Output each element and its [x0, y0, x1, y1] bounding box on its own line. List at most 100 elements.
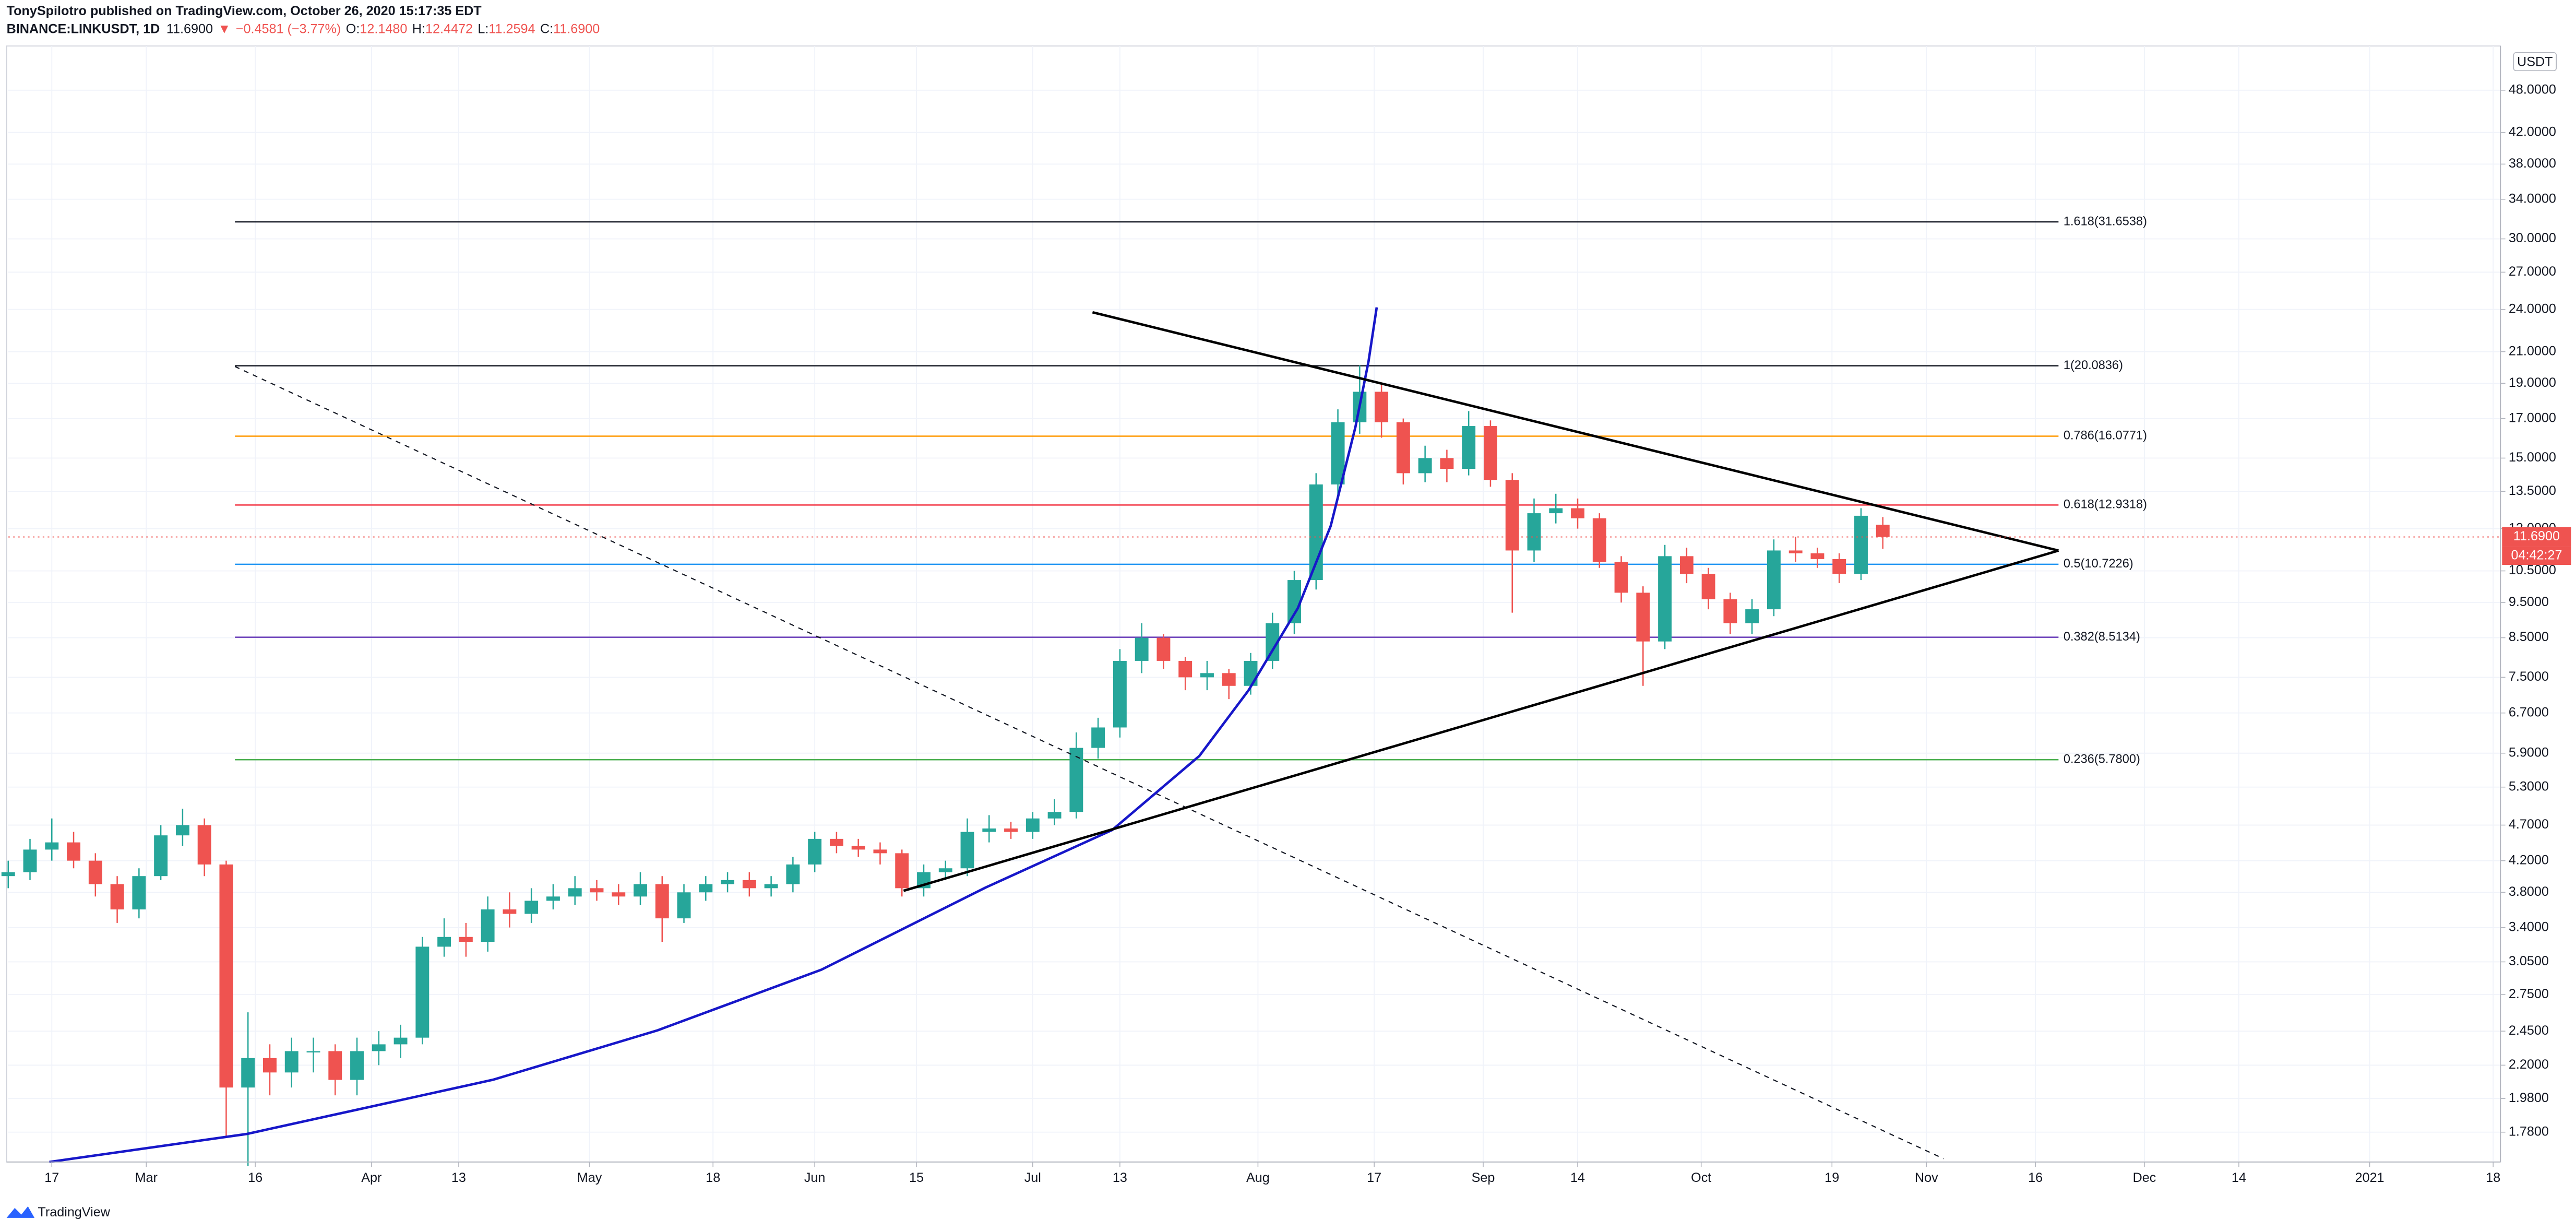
grid: [8, 46, 2501, 1162]
fib-label: 0.236(5.7800): [2064, 752, 2140, 766]
candle-body: [110, 884, 124, 910]
candle-body: [1440, 458, 1454, 469]
candle-body: [45, 842, 59, 850]
y-tick-label: 48.0000: [2509, 82, 2556, 97]
candle-body: [612, 892, 626, 897]
candle-body: [1200, 673, 1214, 678]
candle-body: [546, 896, 560, 901]
candle-body: [1418, 458, 1432, 474]
candle-body: [1767, 550, 1781, 610]
candle-body: [1222, 673, 1236, 686]
y-tick-label: 4.7000: [2509, 817, 2549, 832]
lower-trendline: [903, 549, 2059, 892]
candle-body: [1592, 518, 1606, 562]
y-tick-label: 10.5000: [2509, 563, 2556, 577]
logo-icon: [6, 1206, 35, 1218]
currency-box[interactable]: [2513, 52, 2557, 72]
symbol: BINANCE:LINKUSDT, 1D: [7, 21, 160, 36]
candle-body: [699, 884, 713, 893]
y-tick-label: 15.0000: [2509, 450, 2556, 465]
last-price-box: [2502, 527, 2571, 547]
candle-body: [742, 880, 756, 889]
y-tick-label: 5.3000: [2509, 779, 2549, 794]
x-tick-label: Mar: [135, 1170, 158, 1185]
y-tick-label: 2.4500: [2509, 1023, 2549, 1038]
y-tick-label: 34.0000: [2509, 191, 2556, 206]
candle-body: [634, 884, 647, 897]
candle-body: [197, 825, 211, 865]
publisher: TonySpilotro published on TradingView.co…: [7, 4, 482, 18]
low-label: L:: [478, 21, 488, 36]
candle-body: [568, 888, 582, 897]
currency: USDT: [2517, 54, 2553, 69]
logo-text: TradingView: [38, 1205, 110, 1220]
symbol-line: BINANCE:LINKUSDT, 1D 11.6900 ▼ −0.4581 (−3.…: [7, 21, 600, 36]
candle-body: [1679, 556, 1694, 574]
dashed-trendline: [234, 366, 1944, 1159]
candle-body: [1549, 508, 1563, 514]
candle-body: [219, 864, 233, 1088]
x-tick-label: 13: [1113, 1170, 1127, 1185]
y-tick-label: 38.0000: [2509, 156, 2556, 171]
candle-body: [764, 884, 778, 889]
candle-body: [1788, 550, 1803, 553]
candle-body: [677, 892, 691, 919]
y-tick-label: 21.0000: [2509, 344, 2556, 358]
x-tick-label: 17: [1367, 1170, 1381, 1185]
candle-body: [241, 1058, 255, 1088]
candle-body: [1069, 748, 1083, 812]
fib-label: 0.786(16.0771): [2064, 429, 2147, 443]
x-tick-label: Sep: [1472, 1170, 1495, 1185]
x-tick-label: Oct: [1691, 1170, 1711, 1185]
y-tick-label: 3.4000: [2509, 919, 2549, 934]
x-tick-label: Apr: [361, 1170, 381, 1185]
x-tick-label: 19: [1824, 1170, 1839, 1185]
candle-body: [982, 828, 996, 832]
y-tick-label: 7.5000: [2509, 669, 2549, 684]
open-label: O:: [346, 21, 360, 36]
candle-body: [1396, 422, 1410, 474]
fib-label: 1.618(31.6538): [2064, 215, 2147, 228]
x-tick-label: 16: [248, 1170, 263, 1185]
candle-body: [1178, 660, 1192, 678]
footer: TradingView: [6, 1205, 111, 1220]
candle-body: [306, 1051, 320, 1052]
candle-body: [284, 1051, 299, 1073]
x-tick-label: 18: [706, 1170, 720, 1185]
candle-body: [372, 1044, 386, 1051]
y-tick-label: 4.2000: [2509, 853, 2549, 867]
candle-body: [1004, 828, 1018, 832]
candle-body: [1156, 637, 1171, 661]
x-tick-label: 13: [451, 1170, 466, 1185]
y-tick-label: 42.0000: [2509, 124, 2556, 139]
candle-body: [415, 946, 430, 1038]
axes: USDT 48.0000 42.0000 38.0000 34.0000 30.0000…: [6, 46, 2571, 1185]
candle-body: [1810, 553, 1824, 559]
upper-trendline: [1092, 311, 2059, 552]
candle-body: [1113, 660, 1127, 728]
candle-body: [938, 868, 952, 872]
drawings: [49, 307, 2059, 1164]
fib-label: 0.382(8.5134): [2064, 630, 2140, 644]
publisher-text: TonySpilotro published on TradingView.co…: [7, 4, 482, 18]
y-tick-label: 5.9000: [2509, 745, 2549, 760]
candle-body: [1, 872, 15, 877]
close-label: C:: [540, 21, 553, 36]
candle-body: [590, 888, 604, 893]
y-tick-label: 8.5000: [2509, 630, 2549, 644]
candle-body: [808, 838, 822, 865]
countdown-box: [2502, 547, 2571, 565]
fib-label: 0.5(10.7226): [2064, 557, 2133, 571]
x-tick-label: Dec: [2133, 1170, 2156, 1185]
candle-body: [1244, 660, 1258, 686]
x-tick-label: May: [577, 1170, 602, 1185]
candle-body: [1505, 480, 1519, 551]
last-price: 11.6900: [166, 21, 213, 36]
candle-body: [1331, 422, 1345, 484]
high-value: 12.4472: [425, 21, 473, 36]
y-tick-label: 3.8000: [2509, 884, 2549, 899]
candle-body: [88, 860, 102, 884]
candle-body: [67, 842, 80, 861]
